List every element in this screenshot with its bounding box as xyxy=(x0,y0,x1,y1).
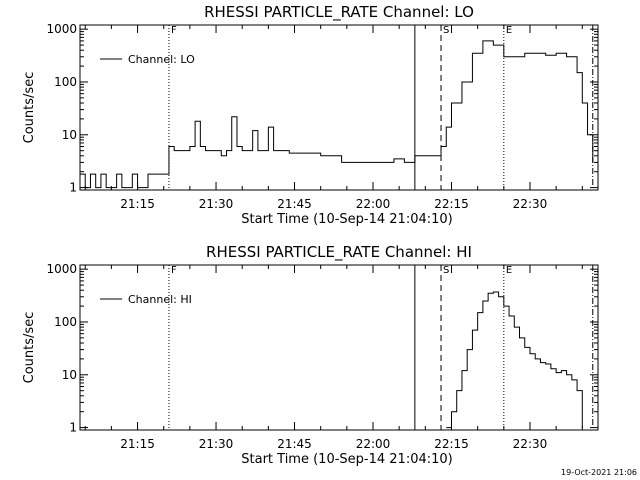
hi-x-ticks: 21:15 21:30 21:45 22:00 22:15 22:30 xyxy=(84,265,583,451)
hi-x-tick-label: 21:45 xyxy=(277,437,312,451)
lo-x-tick-label: 21:30 xyxy=(199,197,234,211)
lo-legend-label: Channel: LO xyxy=(128,53,195,66)
lo-y-tick-label: 1 xyxy=(69,181,77,195)
footer-timestamp: 19-Oct-2021 21:06 xyxy=(561,468,637,477)
hi-rate-series-line xyxy=(446,291,583,429)
lo-x-ticks: 21:15 21:30 21:45 22:00 22:15 22:30 xyxy=(84,25,583,211)
hi-chart-title: RHESSI PARTICLE_RATE Channel: HI xyxy=(206,243,472,262)
lo-x-tick-label: 21:45 xyxy=(277,197,312,211)
lo-marker-label: E xyxy=(506,25,512,36)
hi-legend-label: Channel: HI xyxy=(128,293,192,306)
hi-y-ticks: 1 10 100 1000 xyxy=(46,262,598,435)
lo-channel-panel: RHESSI PARTICLE_RATE Channel: LO Counts/… xyxy=(22,3,599,227)
lo-x-tick-label: 22:00 xyxy=(356,197,391,211)
hi-x-tick-label: 22:30 xyxy=(513,437,548,451)
lo-x-axis-label: Start Time (10-Sep-14 21:04:10) xyxy=(241,212,452,227)
hi-channel-panel: RHESSI PARTICLE_RATE Channel: HI Counts/… xyxy=(22,243,599,467)
hi-y-tick-label: 1000 xyxy=(46,262,77,276)
lo-y-tick-label: 10 xyxy=(62,128,77,142)
hi-x-tick-label: 21:30 xyxy=(199,437,234,451)
hi-plot-frame xyxy=(79,264,599,431)
hi-y-tick-label: 10 xyxy=(62,368,77,382)
hi-marker-label: F xyxy=(171,265,177,276)
hi-x-tick-label: 22:15 xyxy=(434,437,469,451)
hi-marker-label: E xyxy=(506,265,512,276)
hi-marker-label: S xyxy=(443,265,449,276)
lo-plot-frame xyxy=(79,24,599,191)
lo-marker-label: F xyxy=(171,25,177,36)
lo-marker-label: S xyxy=(443,25,449,36)
lo-x-tick-label: 21:15 xyxy=(120,197,155,211)
lo-x-tick-label: 22:15 xyxy=(434,197,469,211)
hi-y-axis-label: Counts/sec xyxy=(22,312,37,384)
lo-y-tick-label: 100 xyxy=(54,75,77,89)
lo-y-tick-label: 1000 xyxy=(46,22,77,36)
lo-y-axis-label: Counts/sec xyxy=(22,72,37,144)
lo-x-tick-label: 22:30 xyxy=(513,197,548,211)
hi-x-tick-label: 22:00 xyxy=(356,437,391,451)
hi-y-tick-label: 100 xyxy=(54,315,77,329)
lo-y-ticks: 1 10 100 1000 xyxy=(46,22,598,195)
hi-x-axis-label: Start Time (10-Sep-14 21:04:10) xyxy=(241,452,452,467)
hi-y-tick-label: 1 xyxy=(69,421,77,435)
hi-x-tick-label: 21:15 xyxy=(120,437,155,451)
lo-chart-title: RHESSI PARTICLE_RATE Channel: LO xyxy=(204,3,474,22)
